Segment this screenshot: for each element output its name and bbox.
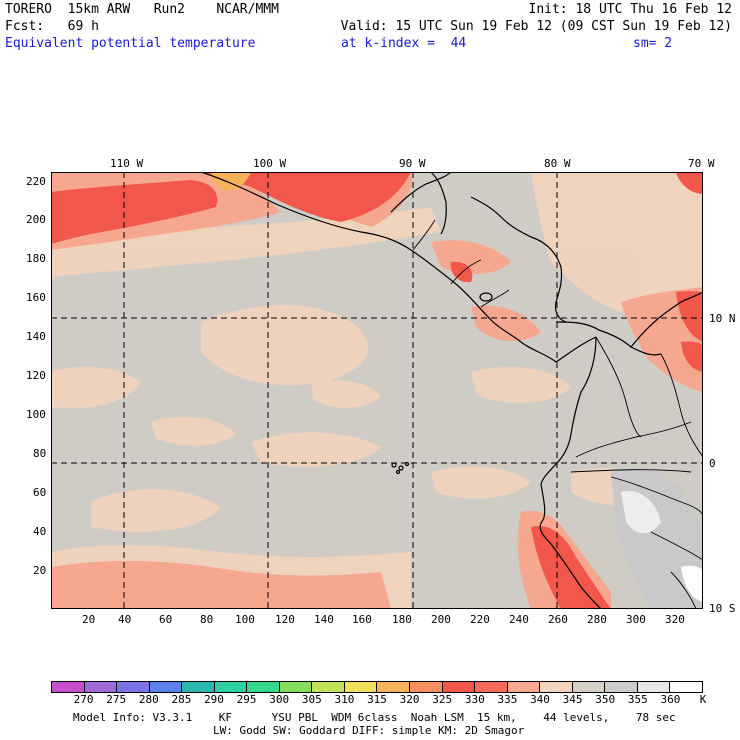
colorbar-level-label: 285	[171, 693, 192, 706]
colorbar-level-label: 335	[497, 693, 518, 706]
grid-y-80: 80	[33, 447, 47, 460]
valid-time: Valid: 15 UTC Sun 19 Feb 12 (09 CST Sun …	[340, 19, 732, 34]
grid-x-120: 120	[275, 613, 295, 626]
grid-x-220: 220	[470, 613, 490, 626]
colorbar-swatch	[214, 682, 248, 692]
map-frame	[51, 172, 703, 609]
grid-x-140: 140	[314, 613, 334, 626]
field-level: at k-index = 44	[341, 36, 467, 51]
colorbar-swatch	[540, 682, 573, 692]
colorbar-labels: 270 275 280 285 290 295 300 305 310 315 320 325 330 3…	[51, 694, 731, 708]
colorbar-level-label: 320	[399, 693, 420, 706]
colorbar-level-label: 280	[138, 693, 159, 706]
colorbar-swatch	[344, 682, 378, 692]
colorbar	[51, 681, 703, 693]
grid-y-200: 200	[26, 213, 46, 226]
lat-label-10s: 10 S	[709, 602, 736, 615]
colorbar-level-label: 310	[334, 693, 355, 706]
field-320k-spot	[211, 172, 251, 191]
colorbar-swatch	[182, 682, 215, 692]
grid-x-280: 280	[587, 613, 607, 626]
colorbar-swatch	[312, 682, 345, 692]
grid-x-260: 260	[548, 613, 568, 626]
colorbar-swatch	[149, 682, 183, 692]
colorbar-swatch	[605, 682, 638, 692]
grid-x-320: 320	[665, 613, 685, 626]
colorbar-swatch	[247, 682, 280, 692]
grid-x-200: 200	[431, 613, 451, 626]
colorbar-level-label: 345	[562, 693, 583, 706]
colorbar-level-label: 270	[73, 693, 94, 706]
init-time: Init: 18 UTC Thu 16 Feb 12	[528, 2, 733, 17]
coastlines	[200, 172, 703, 609]
colorbar-swatch	[572, 682, 606, 692]
colorbar-level-label: 295	[236, 693, 257, 706]
grid-x-160: 160	[352, 613, 372, 626]
smoothing-label: sm= 2	[633, 36, 673, 51]
lon-label-110w: 110 W	[110, 157, 144, 170]
colorbar-unit-label: K	[699, 693, 707, 706]
colorbar-level-label: 300	[269, 693, 290, 706]
grid-y-20: 20	[33, 564, 47, 577]
colorbar-level-label: 350	[595, 693, 616, 706]
theta-e-map	[51, 172, 703, 609]
lon-label-70w: 70 W	[688, 157, 715, 170]
colorbar-swatch	[410, 682, 443, 692]
field-330k-areas	[51, 172, 703, 609]
grid-x-80: 80	[200, 613, 214, 626]
lat-label-10n: 10 N	[709, 312, 736, 325]
field-355k-areas	[611, 468, 703, 609]
colorbar-swatch	[52, 682, 85, 692]
colorbar-swatch	[279, 682, 313, 692]
grid-x-300: 300	[626, 613, 646, 626]
grid-x-60: 60	[159, 613, 173, 626]
colorbar-level-label: 330	[464, 693, 485, 706]
colorbar-level-label: 340	[530, 693, 550, 706]
lat-label-0: 0	[709, 457, 716, 470]
colorbar-swatch	[117, 682, 150, 692]
grid-y-100: 100	[26, 408, 46, 421]
grid-x-40: 40	[118, 613, 132, 626]
forecast-hour: Fcst: 69 h	[5, 19, 99, 34]
grid-y-60: 60	[33, 486, 47, 499]
lon-label-80w: 80 W	[544, 157, 571, 170]
grid-x-20: 20	[82, 613, 96, 626]
grid-x-100: 100	[235, 613, 255, 626]
colorbar-swatch	[475, 682, 508, 692]
lon-label-90w: 90 W	[399, 157, 426, 170]
colorbar-swatch	[84, 682, 118, 692]
colorbar-level-label: 355	[627, 693, 648, 706]
latlon-grid	[51, 172, 703, 609]
map-canvas	[51, 172, 703, 609]
grid-y-40: 40	[33, 525, 47, 538]
grid-x-180: 180	[392, 613, 412, 626]
colorbar-swatch	[442, 682, 476, 692]
colorbar-swatch	[377, 682, 411, 692]
lon-label-100w: 100 W	[253, 157, 287, 170]
colorbar-level-label: 360	[660, 693, 681, 706]
colorbar-swatch	[507, 682, 541, 692]
grid-y-140: 140	[26, 330, 46, 343]
colorbar-swatch	[637, 682, 671, 692]
model-info-line: Model Info: V3.3.1 KF YSU PBL WDM 6class…	[73, 711, 676, 724]
colorbar-level-label: 275	[106, 693, 127, 706]
colorbar-swatch	[670, 682, 702, 692]
field-name: Equivalent potential temperature	[5, 36, 256, 51]
grid-y-220: 220	[26, 175, 46, 188]
colorbar-level-label: 315	[367, 693, 387, 706]
grid-y-180: 180	[26, 252, 46, 265]
header-title-line: TORERO 15km ARW Run2 NCAR/MMM	[5, 2, 279, 17]
grid-y-160: 160	[26, 291, 46, 304]
grid-y-120: 120	[26, 369, 46, 382]
colorbar-level-label: 290	[204, 693, 224, 706]
physics-info-line: LW: Godd SW: Goddard DIFF: simple KM: 2D…	[213, 724, 525, 737]
grid-x-240: 240	[509, 613, 529, 626]
colorbar-level-label: 325	[432, 693, 453, 706]
colorbar-level-label: 305	[301, 693, 322, 706]
